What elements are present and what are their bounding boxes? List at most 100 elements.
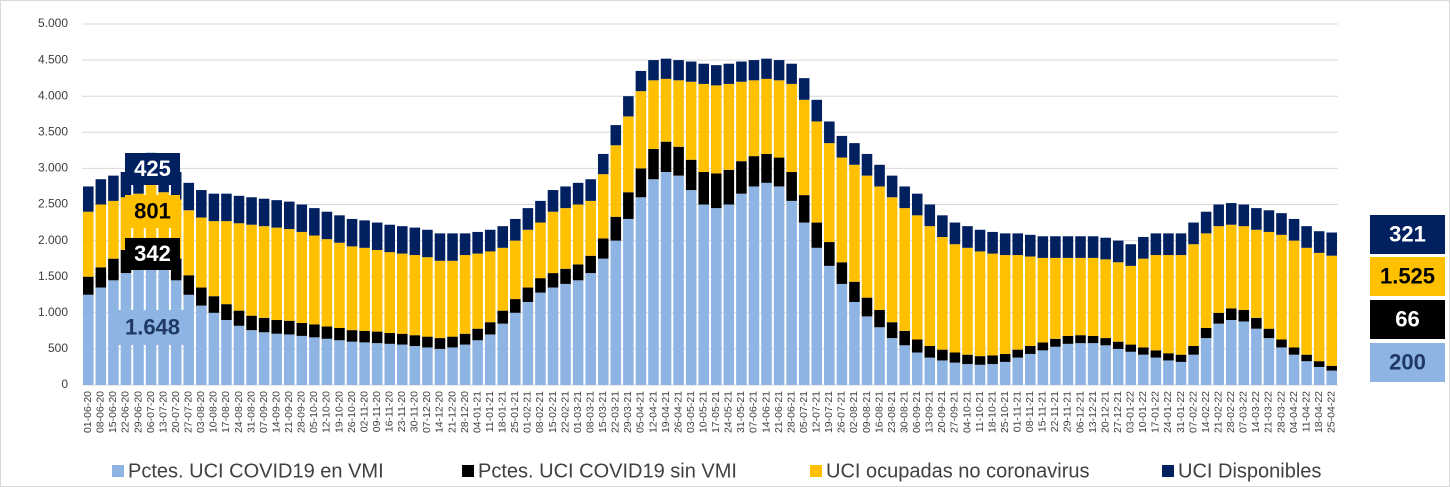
bar-segment [886, 322, 898, 339]
bar-segment [623, 96, 634, 117]
bar-segment [987, 253, 998, 356]
x-tick-label: 29-03-21 [622, 391, 634, 433]
y-tick-label: 1.000 [38, 305, 68, 319]
x-tick-label: 11-01-21 [484, 391, 496, 432]
bar-segment [434, 338, 446, 349]
x-tick-label: 21-06-21 [773, 391, 785, 433]
bar-segment [208, 193, 220, 222]
bar-segment [836, 262, 848, 284]
bar-segment [321, 211, 333, 240]
bar-segment [1037, 257, 1049, 343]
bar-segment [1138, 354, 1149, 385]
bar-segment [1175, 354, 1187, 362]
bar-segment [861, 153, 873, 176]
bar-segment [409, 255, 421, 336]
value-label: 342 [134, 241, 171, 266]
bar-segment [535, 292, 546, 385]
x-tick-label: 05-10-20 [308, 391, 320, 433]
bar-segment [1037, 236, 1049, 258]
bar-segment [1100, 338, 1111, 346]
x-tick-label: 10-08-20 [208, 391, 220, 433]
legend-swatch [1162, 465, 1174, 477]
bar-segment [786, 172, 797, 201]
bar-segment [560, 186, 571, 209]
legend-swatch [112, 465, 124, 477]
bar-segment [560, 208, 571, 269]
value-label-box [113, 310, 192, 345]
bar-segment [1188, 354, 1199, 385]
bar-segment [786, 200, 797, 385]
bar-segment [108, 258, 119, 281]
bar-segment [510, 312, 521, 385]
x-tick-label: 27-12-21 [1112, 391, 1124, 433]
bar-segment [711, 173, 722, 209]
bar-segment [1200, 233, 1212, 328]
x-tick-label: 25-10-21 [999, 391, 1011, 433]
x-tick-label: 31-01-22 [1175, 391, 1187, 433]
bar-segment [1163, 233, 1174, 256]
bar-segment [874, 309, 885, 328]
bar-segment [962, 354, 973, 365]
bar-segment [937, 349, 948, 361]
x-tick-label: 21-02-22 [1212, 391, 1224, 433]
bar-segment [597, 258, 609, 385]
bar-segment [1150, 357, 1162, 385]
bar-segment [899, 186, 910, 209]
bar-segment [346, 246, 358, 331]
bar-segment [422, 229, 433, 258]
x-tick-label: 01-06-20 [82, 391, 94, 433]
y-tick-label: 4.000 [38, 88, 68, 102]
bar-segment [911, 339, 923, 353]
bar-segment [723, 204, 735, 385]
x-tick-label: 14-09-20 [270, 391, 282, 433]
bar-segment [522, 208, 534, 230]
bar-segment [1112, 240, 1124, 263]
bar-segment [1213, 312, 1224, 324]
bar-segment [1251, 229, 1262, 318]
bar-segment [547, 273, 559, 288]
bar-segment [1087, 335, 1099, 344]
bar-segment [447, 260, 458, 337]
bar-segment [1251, 328, 1262, 385]
x-tick-label: 19-07-21 [823, 391, 835, 433]
bar-segment [698, 63, 709, 84]
bar-segment [899, 208, 910, 331]
bar-segment [849, 301, 860, 385]
bar-segment [497, 323, 509, 385]
bar-segment [999, 361, 1011, 385]
bar-segment [535, 222, 546, 279]
bar-segment [811, 247, 823, 385]
bar-segment [233, 195, 245, 224]
bar-segment [309, 337, 320, 385]
bar-segment [648, 179, 659, 385]
x-tick-label: 28-03-22 [1275, 391, 1287, 433]
bar-segment [95, 287, 107, 385]
bar-segment [1075, 257, 1086, 336]
bar-segment [987, 355, 998, 365]
bar-segment [371, 249, 383, 332]
bar-segment [949, 362, 961, 385]
bar-segment [572, 264, 584, 281]
bar-segment [1276, 234, 1287, 340]
x-tick-label: 18-10-21 [986, 391, 998, 433]
bar-segment [610, 125, 622, 146]
bar-segment [1225, 224, 1237, 309]
x-tick-label: 22-03-21 [610, 391, 622, 433]
bar-segment [974, 356, 986, 365]
bar-segment [1251, 317, 1262, 329]
bar-segment [459, 344, 471, 385]
x-tick-label: 30-08-21 [898, 391, 910, 433]
bar-segment [1012, 255, 1023, 350]
bar-segment [660, 172, 672, 385]
bar-segment [798, 99, 810, 196]
bar-segment [1087, 236, 1099, 258]
x-tick-label: 09-11-20 [371, 391, 383, 432]
bar-segment [1138, 347, 1149, 355]
x-tick-label: 05-04-21 [635, 391, 647, 433]
bar-segment [447, 336, 458, 348]
bar-segment [409, 346, 421, 385]
bar-segment [83, 276, 94, 295]
bar-segment [962, 226, 973, 248]
bar-segment [886, 175, 898, 198]
bar-segment [1050, 257, 1061, 339]
